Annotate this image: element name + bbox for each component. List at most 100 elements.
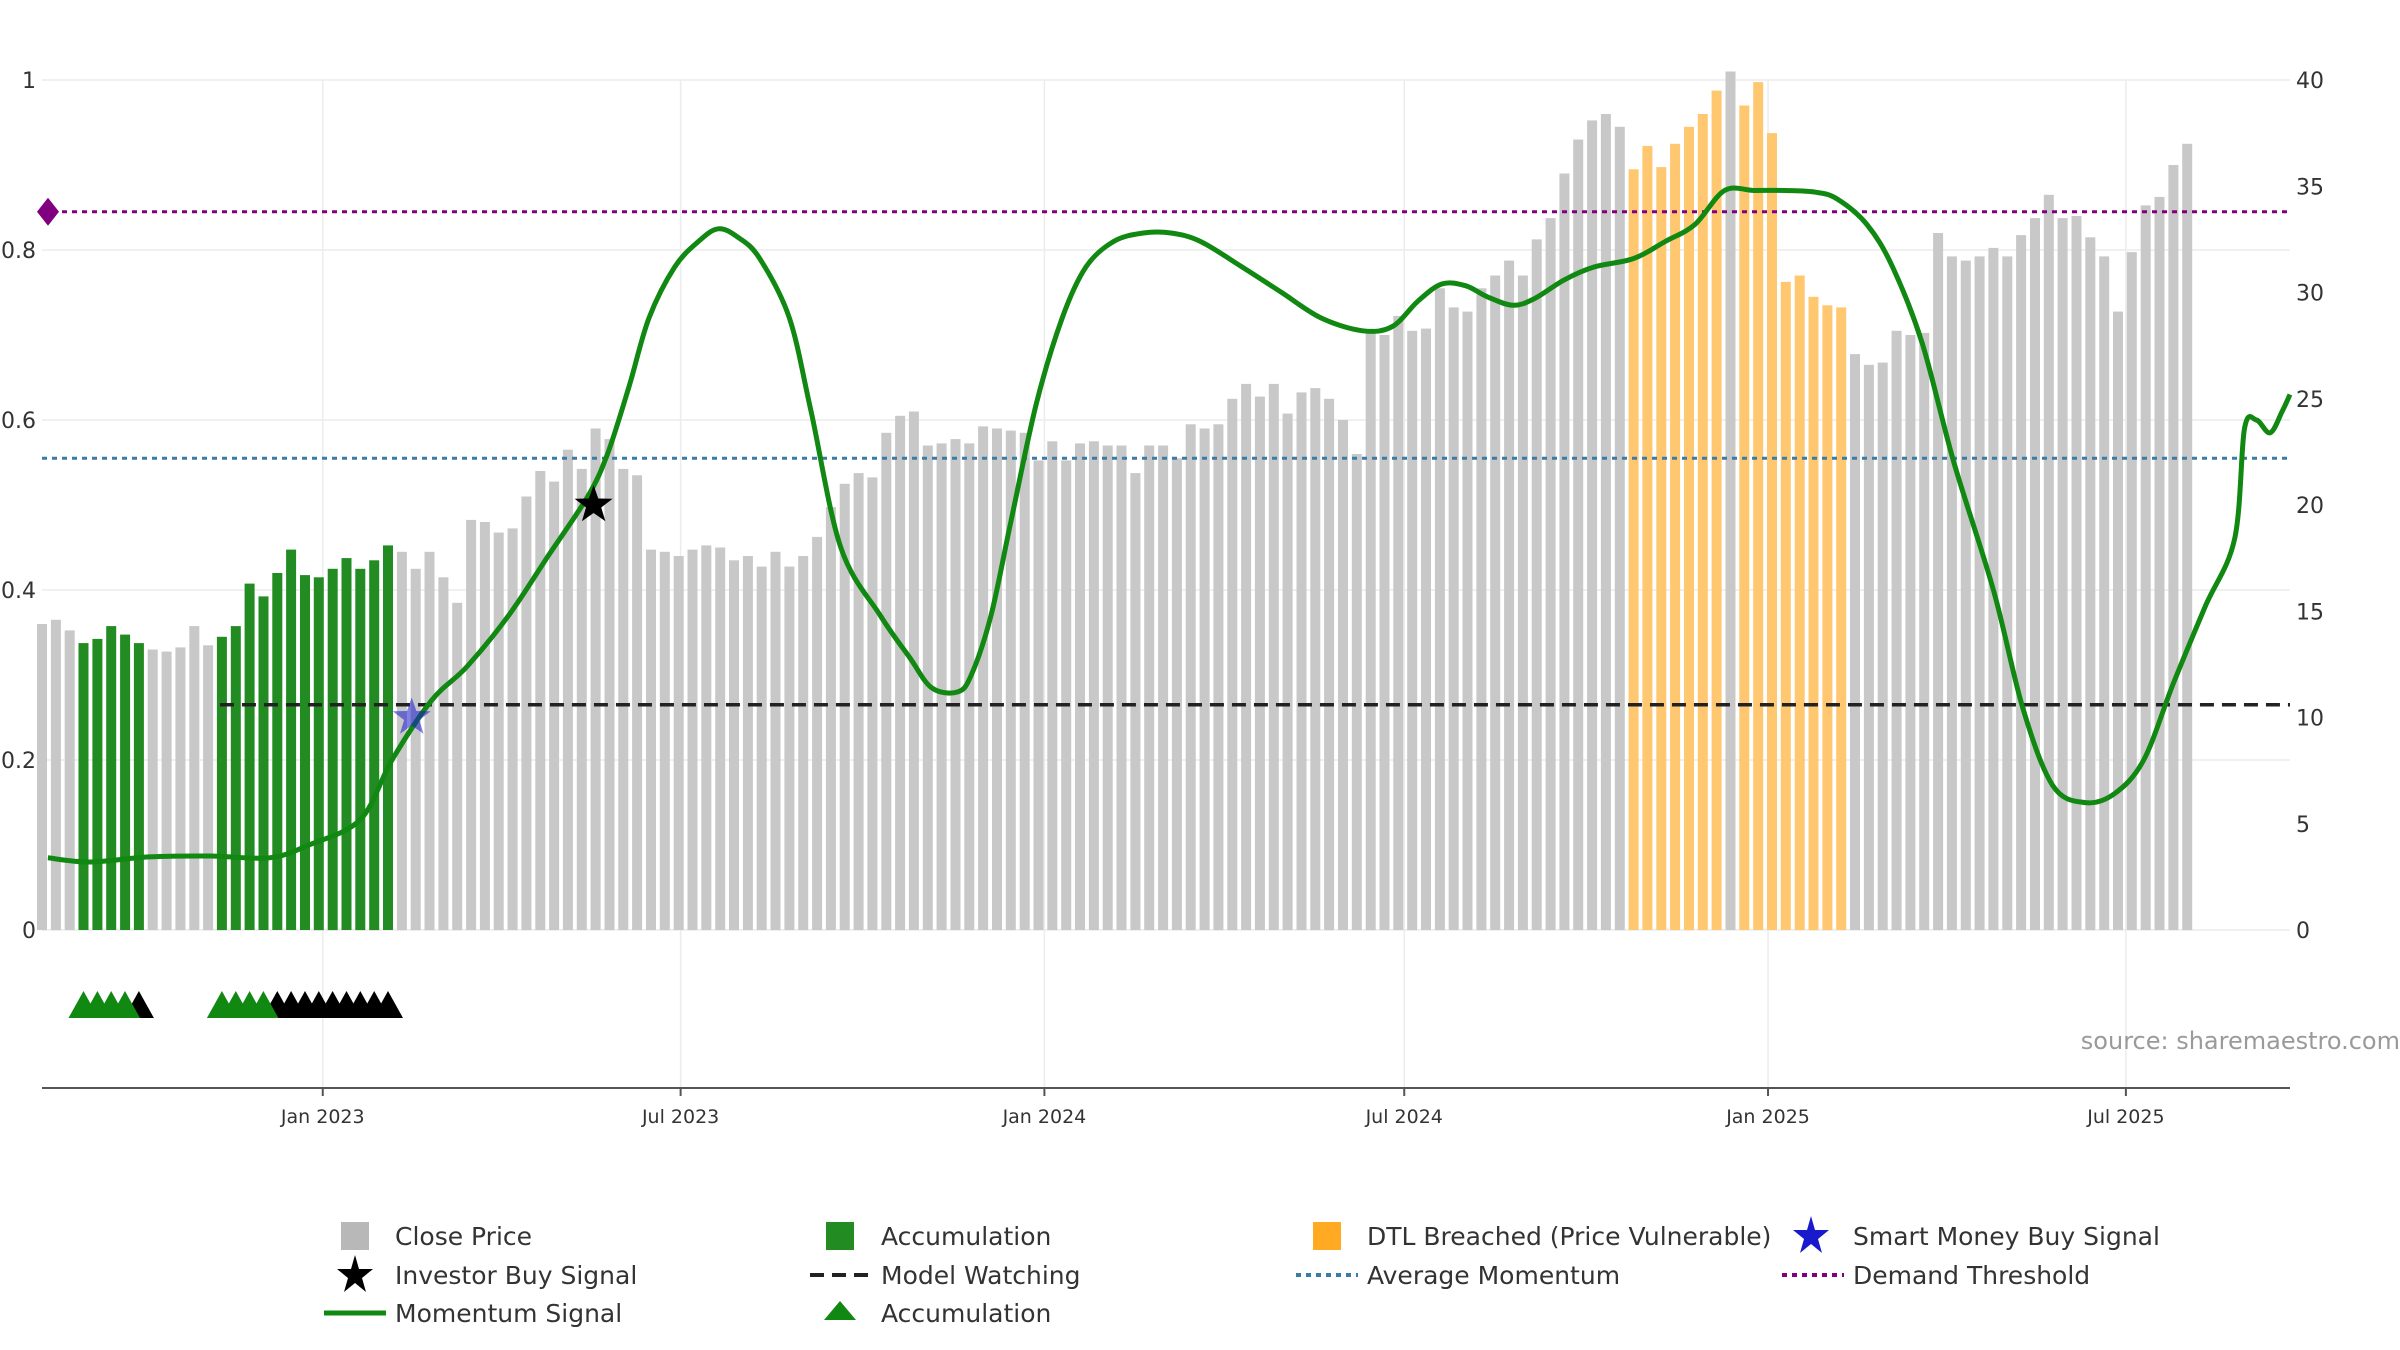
close-price-bar (493, 532, 504, 930)
left-tick-label: 0.6 (1, 409, 36, 434)
close-price-bar (438, 577, 449, 931)
close-price-bar (922, 445, 933, 930)
right-tick-label: 40 (2296, 69, 2324, 94)
close-price-bar (1227, 398, 1238, 931)
dtl-breached-bar (1642, 145, 1653, 930)
close-price-bar (1448, 307, 1459, 930)
close-price-bar (1088, 441, 1099, 930)
dtl-breached-bar (1656, 167, 1667, 931)
reference-lines (37, 197, 2290, 707)
legend-accumulation-triangle-icon (824, 1301, 856, 1320)
accumulation-bar (258, 596, 269, 930)
close-price-bar (1517, 275, 1528, 930)
close-price-bar (1254, 396, 1265, 931)
accumulation-bar (300, 575, 310, 930)
close-price-bar (1490, 275, 1501, 930)
close-price-bar (1047, 441, 1058, 930)
accumulation-bar (216, 636, 227, 931)
close-price-bar (2002, 256, 2013, 930)
close-price-bar (964, 443, 975, 930)
close-price-bar (2099, 256, 2110, 930)
close-price-bar (742, 556, 753, 930)
close-price-bar (1960, 260, 1971, 931)
close-price-bar (715, 547, 726, 930)
close-price-bar (1393, 315, 1404, 930)
accumulation-bar (355, 568, 366, 931)
close-price-bar (1545, 218, 1556, 931)
close-price-bar (466, 519, 477, 930)
right-tick-label: 15 (2296, 600, 2324, 625)
accumulation-marker-green (248, 991, 279, 1018)
close-price-bar (2030, 218, 2040, 931)
dtl-breached-bar (1836, 307, 1847, 930)
momentum-signal-line (47, 185, 2293, 865)
legend: Close Price Accumulation DTL Breached (P… (324, 1216, 2160, 1328)
close-price-bar (1296, 392, 1307, 930)
close-price-bar (1019, 432, 1030, 930)
close-price-bar (479, 522, 490, 930)
close-price-bar (1600, 114, 1611, 930)
close-price-bar (1102, 445, 1113, 930)
close-price-bar (50, 619, 61, 931)
close-price-bar (2016, 235, 2027, 931)
close-price-bar (1434, 288, 1445, 931)
close-price-bar (1462, 311, 1473, 931)
close-price-bar (632, 475, 643, 930)
dtl-breached-bar (1628, 169, 1639, 931)
left-tick-label: 0.8 (1, 239, 36, 264)
close-price-bar (1891, 330, 1902, 931)
close-price-bar (701, 545, 712, 930)
close-price-bar (853, 473, 864, 930)
x-tick-label: Jan 2023 (280, 1106, 365, 1128)
dtl-breached-bar (1711, 90, 1722, 931)
close-price-bar (798, 556, 809, 930)
left-tick-label: 0.4 (1, 579, 36, 604)
close-price-bar (2168, 165, 2179, 930)
x-tick-label: Jul 2025 (2086, 1106, 2164, 1128)
close-price-bar (1407, 330, 1418, 931)
close-price-bar (576, 468, 587, 930)
left-tick-label: 0.2 (1, 749, 36, 774)
close-price-bar (1033, 460, 1044, 930)
close-price-bar (1559, 173, 1570, 930)
accumulation-bar (341, 558, 352, 930)
accumulation-bar (120, 634, 131, 930)
close-price-bar (825, 507, 836, 930)
close-price-bar (452, 602, 463, 931)
legend-label-demand-threshold: Demand Threshold (1853, 1261, 2090, 1290)
close-price-bar (1185, 424, 1196, 931)
dtl-breached-bar (1670, 143, 1681, 931)
close-price-bar (1241, 383, 1252, 930)
close-price-bar (1282, 413, 1293, 931)
right-tick-label: 0 (2296, 919, 2310, 944)
close-price-bar (1725, 71, 1736, 930)
close-price-bar (1974, 256, 1985, 930)
close-price-bar (1476, 288, 1487, 931)
close-price-bar (562, 449, 573, 930)
legend-smart-money-star-icon (1793, 1216, 1829, 1253)
close-price-bar (895, 415, 906, 931)
close-price-bar (2140, 205, 2151, 930)
close-price-bar (1919, 332, 1930, 930)
x-tick-label: Jan 2025 (1725, 1106, 1810, 1128)
signal-markers (68, 485, 613, 1018)
right-tick-label: 30 (2296, 282, 2324, 307)
x-tick-label: Jul 2023 (641, 1106, 719, 1128)
close-price-bar (1351, 454, 1362, 930)
accumulation-bar (313, 577, 324, 931)
dtl-breached-bar (1808, 296, 1819, 931)
legend-label-average-momentum: Average Momentum (1367, 1261, 1620, 1290)
close-price-bar (147, 649, 158, 930)
close-price-bar (1614, 126, 1625, 931)
investor-buy-signal-star (574, 485, 613, 522)
close-price-bar (1005, 430, 1016, 930)
dtl-breached-bar (1684, 126, 1694, 931)
dtl-breached-bar (1753, 82, 1764, 931)
accumulation-bar (92, 638, 103, 930)
dtl-breached-bar (1780, 281, 1791, 930)
accumulation-bar (383, 545, 393, 930)
accumulation-bar (272, 573, 283, 930)
accumulation-bar (244, 583, 255, 930)
dtl-breached-bar (1822, 305, 1833, 931)
